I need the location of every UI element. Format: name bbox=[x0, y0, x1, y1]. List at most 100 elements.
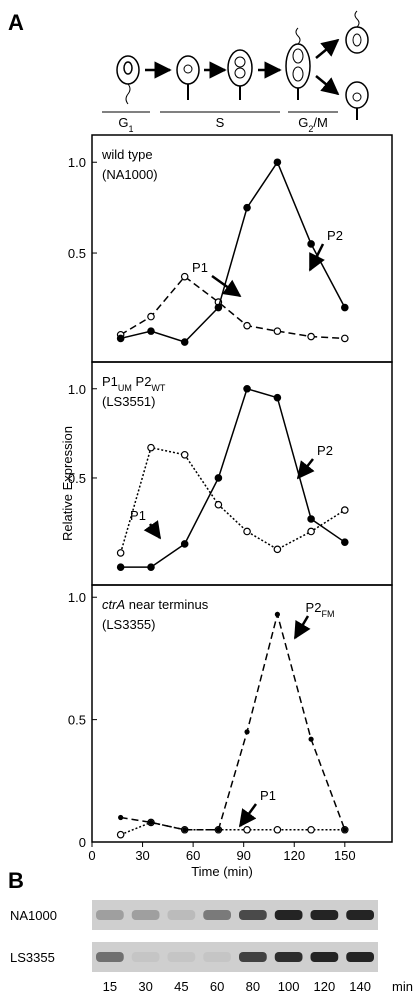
pointer-arrow bbox=[211, 274, 242, 298]
data-point bbox=[180, 272, 189, 281]
data-point bbox=[148, 819, 154, 826]
strain-label: (NA1000) bbox=[102, 167, 158, 182]
gel-row-label: NA1000 bbox=[10, 908, 57, 923]
data-point bbox=[116, 830, 125, 839]
cell bbox=[116, 55, 140, 105]
data-point bbox=[244, 729, 250, 735]
y-tick-label: 1.0 bbox=[68, 590, 86, 605]
strain-label: (LS3551) bbox=[102, 394, 155, 409]
gel-band bbox=[203, 952, 231, 962]
phase-label: S bbox=[216, 115, 225, 130]
cell bbox=[285, 27, 311, 100]
data-point bbox=[147, 312, 155, 321]
cell bbox=[345, 81, 369, 120]
data-point bbox=[273, 393, 282, 402]
data-point bbox=[182, 827, 188, 833]
data-point bbox=[307, 527, 315, 536]
data-point bbox=[180, 450, 189, 459]
x-tick-label: 150 bbox=[334, 848, 356, 863]
gel-band bbox=[239, 952, 267, 962]
pointer-arrow bbox=[293, 615, 311, 640]
gel-band bbox=[203, 910, 231, 920]
arrow bbox=[315, 38, 340, 59]
data-point bbox=[308, 736, 314, 742]
text-part: G bbox=[298, 115, 308, 130]
strain-label: (LS3355) bbox=[102, 617, 155, 632]
data-point bbox=[116, 549, 125, 557]
gel-band bbox=[96, 952, 124, 962]
pointer-arrow bbox=[143, 520, 162, 540]
gel-band bbox=[274, 910, 303, 920]
text-part: wild type bbox=[101, 147, 153, 162]
data-point bbox=[341, 334, 349, 343]
series-label: P1 bbox=[192, 260, 208, 275]
data-point bbox=[215, 827, 222, 833]
pointer-arrow bbox=[238, 803, 258, 828]
x-tick-label: 30 bbox=[135, 848, 149, 863]
text-part: P1 bbox=[102, 374, 118, 389]
data-point bbox=[243, 384, 251, 393]
text-part: /M bbox=[313, 115, 327, 130]
gel-band bbox=[239, 910, 267, 920]
data-point bbox=[273, 158, 282, 167]
lane-label: 45 bbox=[174, 979, 188, 994]
data-point bbox=[307, 825, 315, 834]
series-line bbox=[119, 446, 346, 554]
gel-band bbox=[167, 910, 196, 920]
text-part: P1 bbox=[260, 788, 276, 803]
gel-band bbox=[96, 910, 124, 920]
text-part: S bbox=[216, 115, 225, 130]
y-tick-label: 0.5 bbox=[68, 713, 86, 728]
text-part: P1 bbox=[130, 508, 146, 523]
data-point bbox=[180, 540, 189, 548]
lane-unit: min bbox=[392, 979, 413, 994]
gel-row-label: LS3355 bbox=[10, 950, 55, 965]
lane-label: 140 bbox=[349, 979, 371, 994]
annotation: P1UM P2WT bbox=[102, 374, 166, 393]
series-line bbox=[120, 387, 346, 568]
arrow bbox=[315, 75, 340, 96]
lane-label: 120 bbox=[314, 979, 336, 994]
lane-label: 80 bbox=[246, 979, 260, 994]
data-point bbox=[243, 825, 251, 834]
data-point bbox=[342, 827, 348, 833]
data-point bbox=[307, 332, 315, 341]
subscript: WT bbox=[151, 383, 165, 393]
lane-label: 30 bbox=[138, 979, 152, 994]
data-point bbox=[214, 474, 223, 482]
cell bbox=[345, 10, 369, 54]
subscript: 2 bbox=[308, 124, 313, 134]
lane-label: 100 bbox=[278, 979, 300, 994]
gel-band bbox=[310, 910, 339, 920]
data-point bbox=[307, 515, 315, 523]
gel-band bbox=[167, 952, 196, 962]
data-point bbox=[243, 203, 251, 212]
series-line bbox=[120, 160, 346, 343]
annotation: ctrA near terminus bbox=[102, 597, 209, 612]
series-label: P2FM bbox=[306, 600, 335, 619]
data-point bbox=[116, 334, 125, 343]
text-part: G bbox=[118, 115, 128, 130]
pointer-arrow bbox=[308, 243, 325, 272]
plot-frame bbox=[91, 584, 393, 843]
text-part: P2 bbox=[327, 228, 343, 243]
data-point bbox=[147, 327, 155, 335]
data-point bbox=[273, 825, 282, 834]
x-tick-label: 0 bbox=[88, 848, 95, 863]
series-line bbox=[120, 275, 345, 340]
cell bbox=[227, 49, 253, 100]
data-point bbox=[274, 611, 280, 617]
text-part: P2 bbox=[306, 600, 322, 615]
data-point bbox=[273, 327, 282, 335]
phase-label: G2/M bbox=[298, 115, 328, 134]
panel-label: B bbox=[8, 868, 24, 893]
data-point bbox=[243, 321, 251, 330]
text-part: P2 bbox=[317, 443, 333, 458]
text-part: near terminus bbox=[125, 597, 209, 612]
cell-cycle-diagram bbox=[102, 10, 369, 120]
gel-band bbox=[274, 952, 303, 962]
data-point bbox=[341, 538, 349, 546]
text-part: P2 bbox=[132, 374, 152, 389]
subscript: FM bbox=[321, 609, 334, 619]
